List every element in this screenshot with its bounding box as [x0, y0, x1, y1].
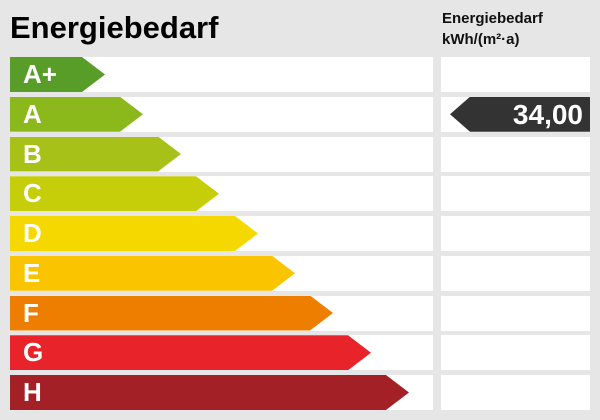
value-column-unit: kWh/(m²·a) — [442, 31, 520, 48]
energy-class-arrow: A — [10, 97, 143, 132]
page-title: Energiebedarf — [10, 10, 219, 45]
row-track-right — [441, 255, 590, 291]
energy-class-label: H — [23, 377, 42, 407]
value-marker-text: 34,00 — [512, 98, 583, 130]
energy-class-label: D — [23, 218, 42, 248]
energy-class-arrow: B — [10, 137, 181, 172]
row-track-right — [441, 57, 590, 92]
energy-scale-row: E — [0, 255, 600, 291]
energy-scale-row: C — [0, 176, 600, 212]
row-track-right — [441, 295, 590, 331]
energy-scale-row: B — [0, 136, 600, 172]
value-column-title: Energiebedarf — [442, 10, 543, 27]
energy-class-label: A — [23, 98, 42, 129]
energy-class-label: A+ — [23, 59, 57, 89]
energy-scale-row: G — [0, 335, 600, 371]
energy-class-label: B — [23, 138, 42, 169]
energy-class-label: G — [23, 337, 44, 368]
energy-scale-row: F — [0, 295, 600, 331]
energy-class-label: F — [23, 297, 39, 328]
energy-scale-row: H — [0, 375, 600, 410]
energy-class-arrow: G — [10, 335, 371, 370]
energy-class-arrow: H — [10, 375, 409, 410]
energy-class-arrow: C — [10, 176, 219, 211]
energy-class-arrow: E — [10, 256, 295, 291]
value-column-header: Energiebedarf kWh/(m²·a) — [442, 8, 592, 50]
energy-class-arrow: F — [10, 296, 333, 331]
energy-scale-row: A+ — [0, 57, 600, 92]
scale-rows: A+ A 34,00 B C D — [0, 57, 600, 410]
value-marker-arrow: 34,00 — [450, 96, 590, 132]
row-track-right — [441, 136, 590, 172]
row-track-right — [441, 335, 590, 371]
energy-class-label: E — [23, 257, 41, 288]
row-track-right — [441, 216, 590, 251]
energy-class-label: C — [23, 178, 42, 209]
row-track-right — [441, 176, 590, 212]
energy-class-arrow: A+ — [10, 57, 105, 92]
energy-scale-row: A 34,00 — [0, 96, 600, 132]
energy-scale-row: D — [0, 216, 600, 251]
row-track-right — [441, 375, 590, 410]
energy-class-arrow: D — [10, 216, 258, 251]
